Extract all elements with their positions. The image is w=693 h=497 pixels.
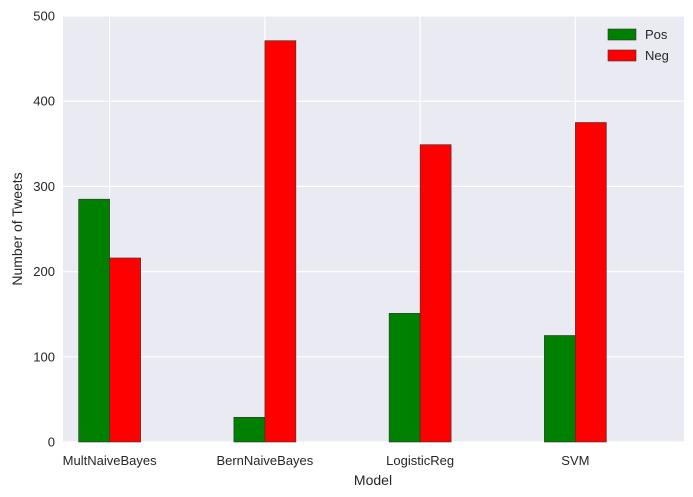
bar-neg (419, 144, 452, 443)
bar-pos (233, 416, 266, 443)
y-tick-label: 300 (33, 179, 55, 194)
legend: Pos Neg (607, 27, 669, 63)
y-tick-label: 500 (33, 9, 55, 24)
bar-pos (388, 313, 421, 443)
legend-label-pos: Pos (645, 27, 668, 42)
x-tick-label: MultNaiveBayes (63, 453, 157, 468)
x-axis-label: Model (354, 472, 392, 488)
bars (78, 40, 607, 443)
y-tick-label: 200 (33, 264, 55, 279)
bar-neg (575, 122, 607, 443)
x-tick-label: BernNaiveBayes (216, 453, 313, 468)
y-tick-label: 400 (33, 94, 55, 109)
bar-neg (264, 40, 297, 443)
y-tick-label: 100 (33, 349, 55, 364)
bar-pos (78, 198, 110, 443)
y-tick-label: 0 (48, 435, 55, 450)
x-tick-label: LogisticReg (386, 453, 454, 468)
legend-label-neg: Neg (645, 48, 669, 63)
x-tick-labels: MultNaiveBayes BernNaiveBayes LogisticReg S… (63, 453, 590, 468)
x-tick-label: SVM (561, 453, 589, 468)
legend-swatch-pos (607, 28, 637, 41)
y-tick-labels: 0 100 200 300 400 500 (33, 9, 55, 450)
bar-neg (109, 257, 141, 443)
legend-swatch-neg (607, 49, 637, 62)
y-axis-label: Number of Tweets (9, 172, 25, 285)
bar-pos (544, 335, 576, 443)
